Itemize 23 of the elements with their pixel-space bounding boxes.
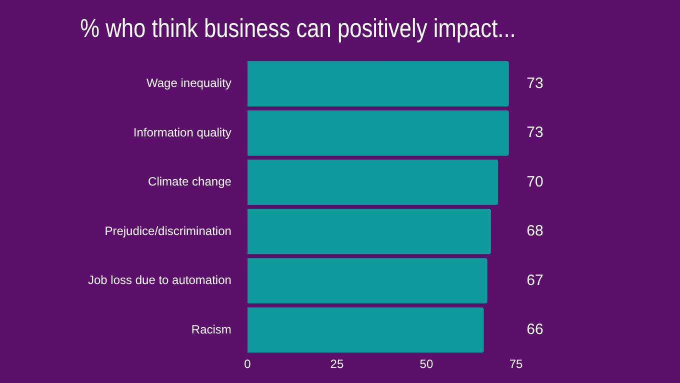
bar bbox=[247, 160, 498, 205]
x-tick-label: 0 bbox=[244, 357, 252, 372]
x-tick-label: 75 bbox=[509, 357, 523, 372]
y-tick-label: Climate change bbox=[148, 174, 232, 189]
bar bbox=[247, 258, 488, 304]
x-tick-label: 50 bbox=[420, 357, 434, 372]
y-tick-label: Racism bbox=[191, 322, 232, 336]
data-label: 73 bbox=[526, 74, 544, 92]
chart-title: % who think business can positively impact... bbox=[80, 14, 516, 44]
data-label: 66 bbox=[526, 321, 544, 338]
bar bbox=[247, 61, 509, 106]
y-tick-label: Prejudice/discrimination bbox=[104, 224, 232, 238]
bar bbox=[247, 208, 491, 254]
bar bbox=[247, 307, 484, 353]
bar bbox=[247, 110, 509, 156]
y-tick-label: Wage inequality bbox=[146, 76, 232, 90]
x-tick-label: 25 bbox=[330, 357, 344, 372]
y-tick-label: Job loss due to automation bbox=[88, 273, 232, 288]
data-label: 68 bbox=[526, 222, 544, 240]
data-label: 73 bbox=[526, 124, 544, 142]
data-label: 67 bbox=[526, 272, 544, 289]
data-label: 70 bbox=[526, 173, 544, 190]
y-tick-label: Information quality bbox=[133, 125, 232, 140]
